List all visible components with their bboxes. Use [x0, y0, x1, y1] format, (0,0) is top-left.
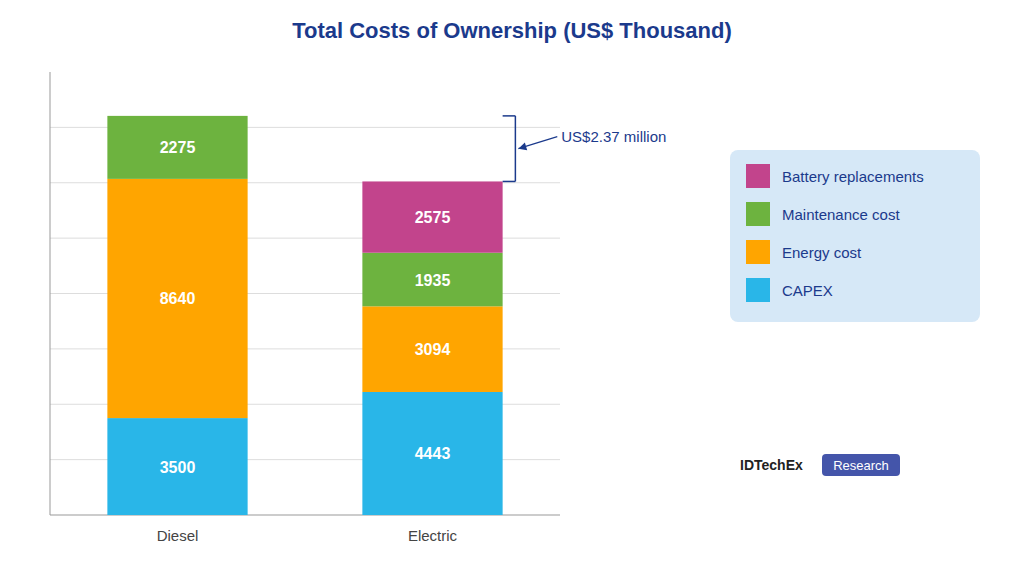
bracket-line — [503, 115, 516, 117]
legend: Battery replacements Maintenance cost Ener… — [730, 150, 980, 322]
x-tick-label: Diesel — [157, 527, 199, 544]
data-label: 4443 — [415, 445, 451, 462]
source-name: IDTechEx — [740, 457, 803, 473]
bar-segment — [362, 392, 502, 515]
y-axis-line — [50, 72, 51, 515]
bracket-line — [515, 116, 517, 182]
chart: Total Costs of Ownership (US$ Thousand) 3… — [0, 0, 1024, 576]
bar-segment — [107, 179, 247, 418]
data-label: 1935 — [415, 272, 451, 289]
title: Total Costs of Ownership (US$ Thousand) — [292, 18, 732, 43]
source-tag: Research — [833, 458, 889, 473]
source-badge — [822, 454, 900, 476]
bar-segment — [362, 253, 502, 307]
legend-swatch — [746, 164, 770, 188]
legend-box — [730, 150, 980, 322]
x-tick-label: Electric — [408, 527, 458, 544]
legend-swatch — [746, 278, 770, 302]
bar-segment — [362, 181, 502, 252]
source: IDTechEx Research — [740, 454, 900, 476]
legend-label: CAPEX — [782, 282, 833, 299]
annotation: US$2.37 million — [561, 128, 666, 145]
data-label: 2275 — [160, 139, 196, 156]
bar-segment — [107, 116, 247, 179]
data-label: 3094 — [415, 341, 451, 358]
bar-segment — [107, 418, 247, 515]
data-label: 3500 — [160, 459, 196, 476]
legend-swatch — [746, 240, 770, 264]
data-label: 8640 — [160, 290, 196, 307]
legend-label: Energy cost — [782, 244, 862, 261]
bracket — [503, 116, 558, 182]
bar-segment — [362, 306, 502, 392]
legend-swatch — [746, 202, 770, 226]
annotation-arrow-head — [518, 142, 527, 150]
legend-label: Maintenance cost — [782, 206, 900, 223]
bracket-line — [503, 181, 516, 183]
bar-segment — [107, 115, 247, 116]
legend-label: Battery replacements — [782, 168, 924, 185]
data-labels: 3500 4443 8640 3094 2275 1935 2575 — [160, 139, 451, 475]
bars — [107, 116, 502, 515]
data-label: 2575 — [415, 209, 451, 226]
